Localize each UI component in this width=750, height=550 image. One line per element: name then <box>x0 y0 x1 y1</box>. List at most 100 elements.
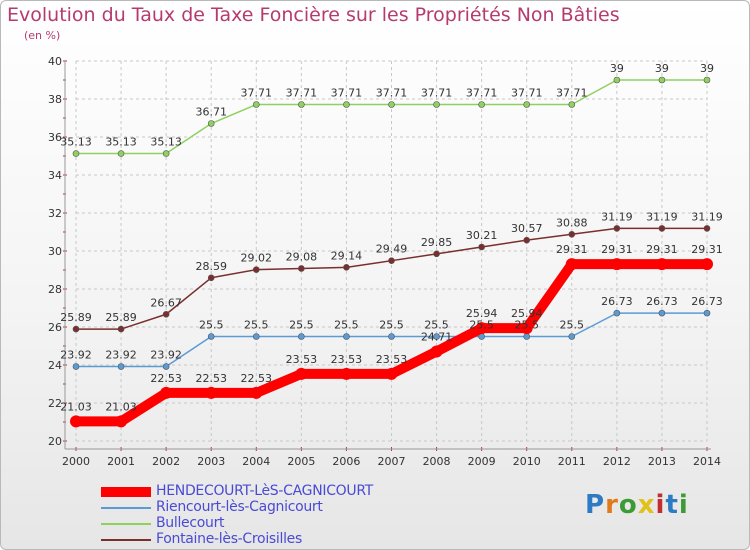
data-label: 31.19 <box>601 210 633 223</box>
axes: 20 22 24 26 28 30 32 34 36 38 40 2000 2001 2002 2003 20… <box>48 55 721 468</box>
data-label: 31.19 <box>646 210 678 223</box>
data-point <box>205 386 218 399</box>
data-label: 37.71 <box>241 87 273 100</box>
data-point <box>162 150 170 157</box>
logo-letter: o <box>618 490 638 520</box>
data-label: 21.03 <box>60 400 92 413</box>
data-point <box>610 258 623 271</box>
data-point <box>72 363 80 370</box>
x-tick-label: 2003 <box>197 455 225 468</box>
logo-letter: t <box>665 490 679 520</box>
data-label: 29.14 <box>331 249 363 262</box>
data-label: 25.89 <box>60 311 92 324</box>
data-label: 39 <box>610 62 624 75</box>
legend-swatch <box>101 487 151 497</box>
data-label: 23.92 <box>60 349 92 362</box>
legend-swatch <box>101 523 151 525</box>
data-point <box>207 120 215 127</box>
data-label: 37.71 <box>556 87 588 100</box>
y-tick-label: 22 <box>48 397 62 410</box>
x-tick-label: 2000 <box>62 455 90 468</box>
legend-label: HENDECOURT-LèS-CAGNICOURT <box>156 483 374 499</box>
data-label: 29.02 <box>241 252 273 265</box>
data-label: 37.71 <box>511 87 543 100</box>
logo-letter: x <box>637 490 656 520</box>
y-tick-label: 38 <box>48 93 62 106</box>
data-label: 29.08 <box>286 250 318 263</box>
data-point <box>252 333 260 340</box>
data-label: 28.59 <box>195 260 227 273</box>
data-label: 31.19 <box>691 210 723 223</box>
data-point <box>523 101 531 108</box>
data-point <box>478 101 485 108</box>
x-tick-label: 2009 <box>468 455 496 468</box>
x-tick-label: 2004 <box>242 455 270 468</box>
data-point <box>207 333 215 340</box>
data-point <box>658 76 666 84</box>
data-label: 23.53 <box>376 353 408 366</box>
data-point <box>658 225 666 232</box>
data-label: 25.94 <box>466 307 498 320</box>
logo-letter: i <box>678 490 689 520</box>
data-point <box>250 386 263 399</box>
x-tick-label: 2010 <box>513 455 541 468</box>
x-tick-label: 2012 <box>603 455 631 468</box>
data-label: 30.21 <box>466 229 498 242</box>
x-tick-label: 2001 <box>107 455 135 468</box>
data-label: 35.13 <box>60 136 92 149</box>
x-tick-label: 2006 <box>332 455 360 468</box>
data-label: 24.71 <box>421 331 453 344</box>
x-tick-label: 2005 <box>287 455 315 468</box>
data-point <box>655 258 668 271</box>
data-label: 26.73 <box>646 295 678 308</box>
legend-label: Fontaine-lès-Croisilles <box>156 531 302 547</box>
data-point <box>162 310 170 318</box>
data-point <box>385 367 398 380</box>
y-tick-label: 26 <box>48 321 62 334</box>
data-point <box>523 236 531 244</box>
data-label: 26.67 <box>150 296 182 309</box>
logo-letter: P <box>585 490 606 520</box>
data-label: 37.71 <box>466 87 498 100</box>
data-point <box>388 257 395 264</box>
data-label: 37.71 <box>331 87 363 100</box>
data-label: 25.5 <box>469 319 494 332</box>
data-label: 29.31 <box>691 243 723 256</box>
data-point <box>433 101 440 108</box>
y-tick-label: 28 <box>48 283 62 296</box>
data-point <box>252 266 260 273</box>
data-point <box>475 322 488 335</box>
x-tick-label: 2008 <box>423 455 451 468</box>
data-point <box>343 333 350 340</box>
data-label: 35.13 <box>105 136 137 149</box>
data-label: 22.53 <box>150 372 182 385</box>
brand-logo: Proxiti <box>585 490 689 520</box>
data-point <box>117 325 125 333</box>
data-label: 22.53 <box>195 372 227 385</box>
data-label: 29.31 <box>556 243 588 256</box>
data-point <box>568 333 576 340</box>
data-point <box>703 76 711 84</box>
y-tick-label: 24 <box>48 359 62 372</box>
y-tick-label: 20 <box>48 435 62 448</box>
data-label: 30.57 <box>511 222 543 235</box>
data-label: 25.5 <box>199 319 224 332</box>
series-riencourt-l-s-cagnicourt <box>72 309 711 370</box>
data-point <box>701 258 713 271</box>
data-point <box>568 101 576 108</box>
data-point <box>613 225 621 232</box>
data-label: 25.5 <box>514 319 539 332</box>
data-label: 21.03 <box>105 400 137 413</box>
y-tick-label: 40 <box>48 55 62 68</box>
data-point <box>433 333 440 340</box>
data-point <box>433 250 440 258</box>
data-point <box>72 150 80 157</box>
data-label: 30.88 <box>556 216 588 229</box>
data-label: 37.71 <box>421 87 453 100</box>
data-point <box>160 386 173 399</box>
data-point <box>568 230 576 238</box>
x-tick-label: 2014 <box>693 455 721 468</box>
data-label: 26.73 <box>691 295 723 308</box>
